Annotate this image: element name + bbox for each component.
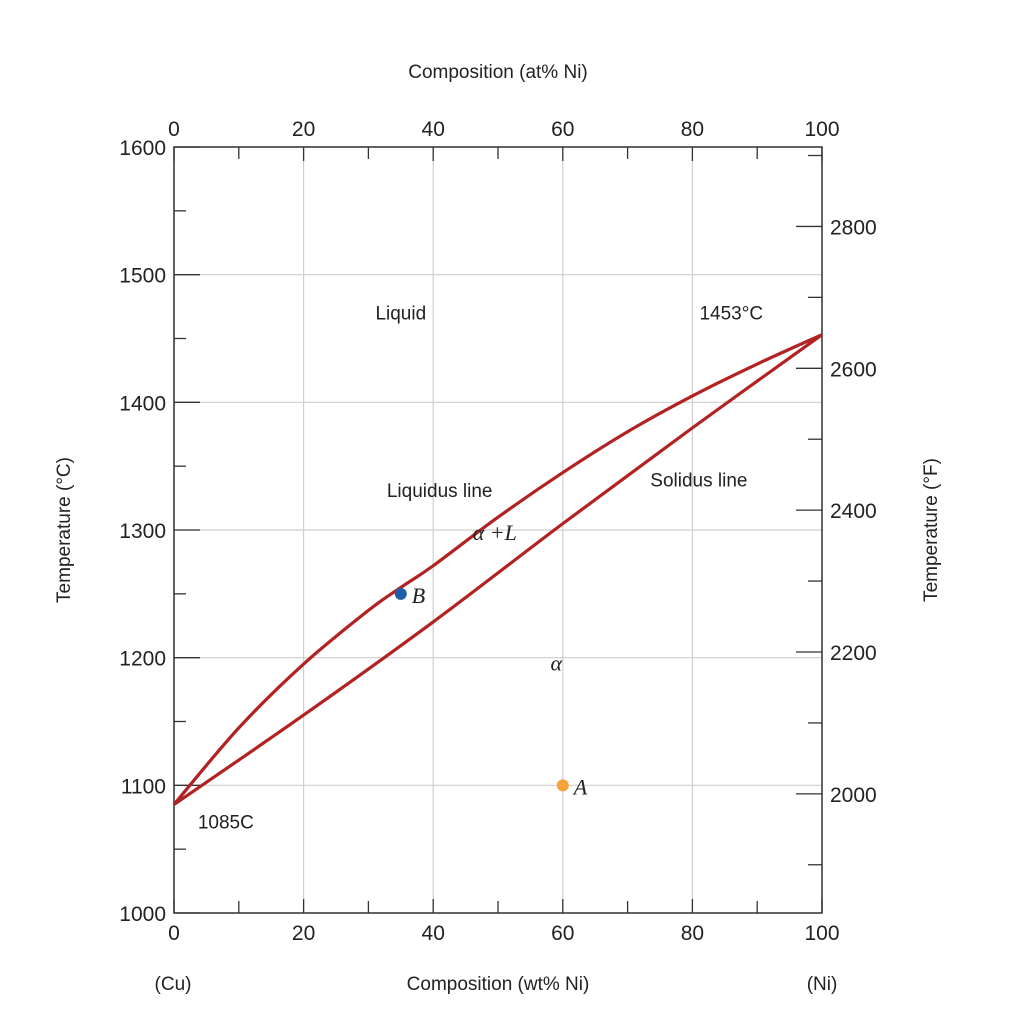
- x-tick-label: 20: [292, 922, 315, 945]
- annotation: Solidus line: [650, 471, 747, 492]
- x-tick-label: 40: [422, 922, 445, 945]
- annotation: α +L: [473, 520, 517, 545]
- y-right-tick-label: 2200: [830, 642, 877, 665]
- x-top-tick-label: 20: [292, 118, 315, 141]
- x-axis-title-top: Composition (at% Ni): [408, 62, 588, 83]
- annotation: α: [551, 650, 563, 675]
- y-tick-label: 1600: [119, 137, 166, 160]
- annotation: 1453°C: [699, 303, 763, 324]
- x-top-tick-label: 80: [681, 118, 704, 141]
- annotation: Liquidus line: [387, 481, 493, 502]
- y-tick-label: 1300: [119, 520, 166, 543]
- x-top-tick-label: 100: [804, 118, 839, 141]
- x-top-tick-label: 40: [422, 118, 445, 141]
- liquidus-line-curve: [172, 333, 823, 806]
- solidus-line-curve: [173, 333, 823, 806]
- y-right-tick-label: 2600: [830, 358, 877, 381]
- y-right-tick-label: 2800: [830, 216, 877, 239]
- annotations: Liquid 1453°C Liquidus line Solidus line α +…: [198, 303, 763, 833]
- y-axis-title: Temperature (°C): [54, 457, 75, 603]
- x-tick-label: 0: [168, 922, 180, 945]
- x-tick-label: 80: [681, 922, 704, 945]
- x-top-tick-label: 60: [551, 118, 574, 141]
- x-tick-label: 60: [551, 922, 574, 945]
- tick-labels: 0 20 40 60 80 1000 20 40 60 80 1001000110012001300…: [119, 118, 876, 945]
- point-a: [556, 779, 569, 792]
- x-tick-label: 100: [804, 922, 839, 945]
- tick-marks: [173, 146, 823, 914]
- end-label-cu: (Cu): [155, 974, 192, 995]
- y-tick-label: 1000: [119, 903, 166, 926]
- x-axis-title: Composition (wt% Ni): [407, 974, 590, 995]
- point-label-b: B: [412, 583, 425, 608]
- annotation: 1085C: [198, 813, 254, 834]
- y-right-tick-label: 2000: [830, 784, 877, 807]
- end-label-ni: (Ni): [807, 974, 838, 995]
- y-right-tick-label: 2400: [830, 500, 877, 523]
- point-b: [394, 587, 407, 600]
- y-tick-label: 1500: [119, 265, 166, 288]
- data-points: AB: [394, 583, 588, 799]
- y-tick-label: 1100: [121, 775, 166, 798]
- y-axis-title-right: Temperature (°F): [921, 458, 942, 602]
- x-top-tick-label: 0: [168, 118, 180, 141]
- point-label-a: A: [572, 774, 588, 799]
- y-tick-label: 1400: [119, 392, 166, 415]
- annotation: Liquid: [375, 303, 426, 324]
- phase-curves: [172, 333, 823, 806]
- y-tick-label: 1200: [119, 648, 166, 671]
